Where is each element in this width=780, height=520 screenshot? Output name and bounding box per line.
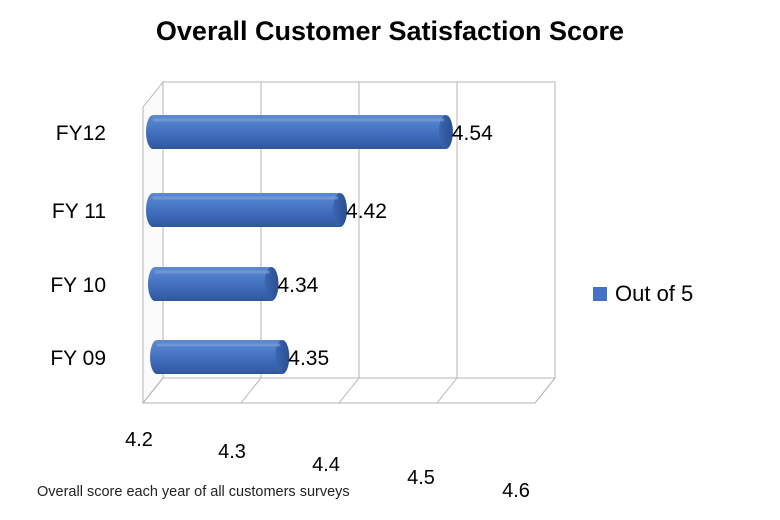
category-label-2: FY 10 bbox=[50, 274, 106, 297]
floor-gridline-3 bbox=[436, 377, 458, 404]
tick-label-1: 4.3 bbox=[218, 441, 246, 463]
bar-cap-1 bbox=[333, 193, 348, 227]
bar-body-3 bbox=[150, 340, 283, 374]
data-label-0: 4.54 bbox=[452, 122, 493, 145]
tick-label-4: 4.6 bbox=[502, 480, 530, 502]
chart-caption: Overall score each year of all customers… bbox=[37, 484, 350, 500]
bar-body-1 bbox=[146, 193, 341, 227]
category-label-0: FY12 bbox=[56, 122, 106, 145]
bar-cap-0 bbox=[438, 115, 453, 149]
bar-body-0 bbox=[146, 115, 446, 149]
chart-title: Overall Customer Satisfaction Score bbox=[155, 16, 625, 46]
floor-gridline-0 bbox=[142, 377, 164, 404]
data-label-1: 4.42 bbox=[346, 200, 387, 223]
legend: Out of 5 bbox=[593, 281, 693, 307]
tick-label-0: 4.2 bbox=[125, 429, 153, 451]
bar-cap-2 bbox=[264, 267, 279, 301]
bar-body-2 bbox=[148, 267, 272, 301]
floor-gridline-2 bbox=[338, 377, 360, 404]
category-label-1: FY 11 bbox=[52, 200, 106, 223]
bar-cap-3 bbox=[275, 340, 290, 374]
floor-gridline-1 bbox=[240, 377, 262, 404]
legend-swatch bbox=[593, 287, 607, 301]
bars bbox=[146, 115, 453, 374]
data-label-2: 4.34 bbox=[277, 274, 318, 297]
bar-3 bbox=[150, 340, 290, 374]
tick-label-2: 4.4 bbox=[312, 454, 340, 476]
tick-label-3: 4.5 bbox=[407, 467, 435, 489]
legend-label: Out of 5 bbox=[615, 281, 694, 306]
bar-2 bbox=[148, 267, 279, 301]
data-label-3: 4.35 bbox=[288, 347, 329, 370]
data-labels: 4.54 4.42 4.34 4.35 bbox=[277, 122, 493, 370]
bar-1 bbox=[146, 193, 348, 227]
category-axis-labels: FY12 FY 11 FY 10 FY 09 bbox=[50, 122, 106, 370]
value-axis-tick-labels: 4.2 4.3 4.4 4.5 4.6 bbox=[125, 429, 530, 502]
category-label-3: FY 09 bbox=[50, 347, 106, 370]
bar-0 bbox=[146, 115, 453, 149]
floor-gridline-4 bbox=[534, 377, 556, 404]
